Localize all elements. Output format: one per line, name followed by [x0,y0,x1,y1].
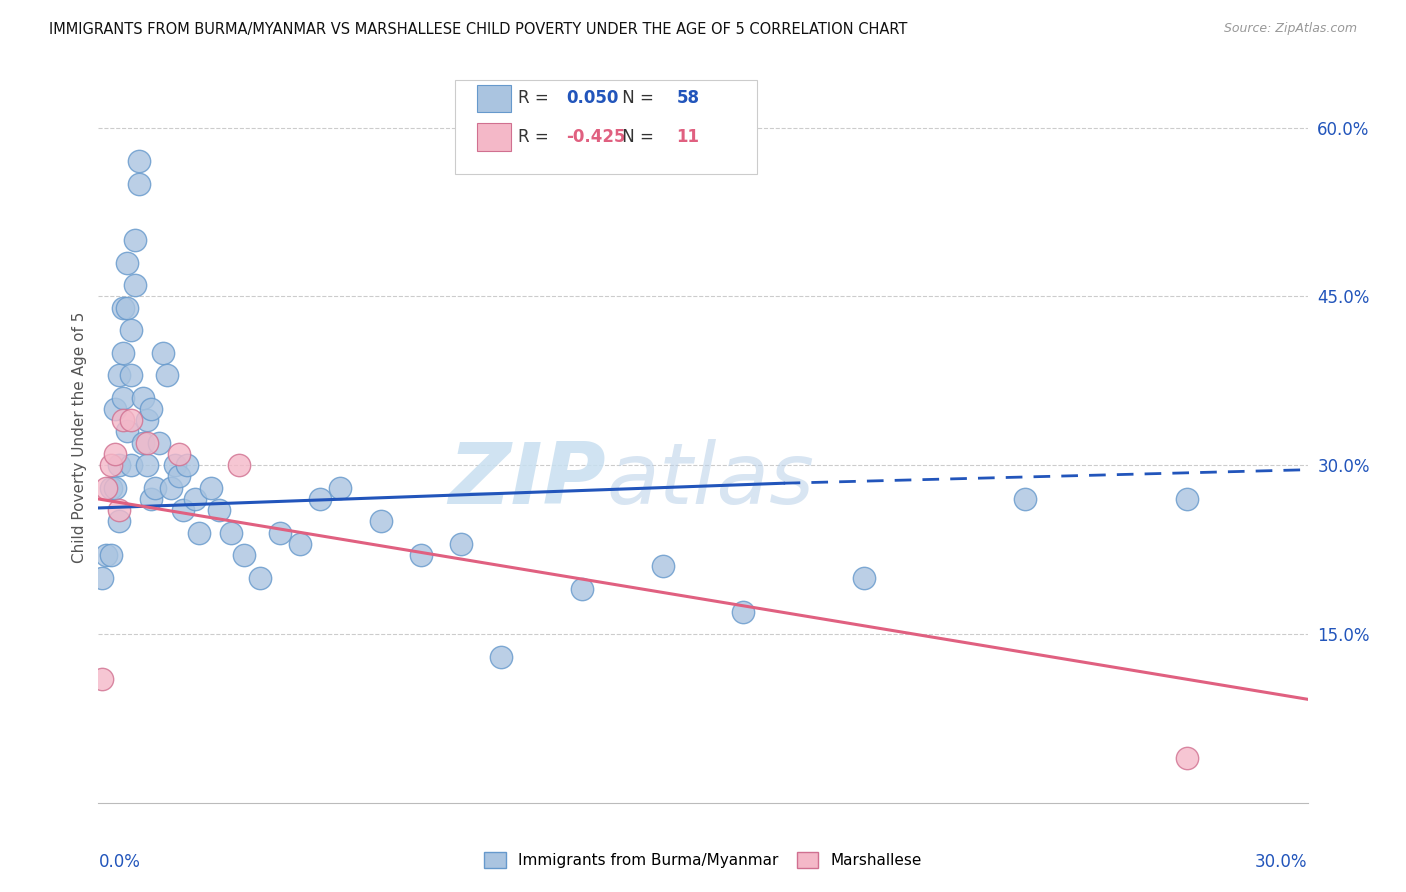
Point [91,571,114,585]
Point [329,481,352,495]
Point [91,672,114,686]
Point [111,345,134,359]
Point [115,301,138,315]
Text: IMMIGRANTS FROM BURMA/MYANMAR VS MARSHALLESE CHILD POVERTY UNDER THE AGE OF 5 CO: IMMIGRANTS FROM BURMA/MYANMAR VS MARSHAL… [49,22,908,37]
Point [132,391,155,405]
Point [139,401,162,416]
Legend: Immigrants from Burma/Myanmar, Marshallese: Immigrants from Burma/Myanmar, Marshalle… [477,845,929,876]
Point [188,525,211,540]
Point [167,469,190,483]
Point [228,458,250,473]
Text: 58: 58 [676,89,699,107]
Point [139,491,162,506]
Point [571,582,593,596]
Text: N =: N = [617,128,659,146]
Point [120,323,142,337]
Point [124,233,146,247]
Point [163,458,186,473]
Point [733,605,755,619]
Point [120,368,142,383]
Point [132,435,155,450]
Point [128,177,150,191]
Text: R =: R = [517,89,554,107]
Point [100,481,122,495]
Point [107,368,129,383]
Text: ZIP: ZIP [449,440,606,523]
Point [221,525,243,540]
Text: -0.425: -0.425 [567,128,626,146]
Point [115,425,138,439]
Point [249,571,271,585]
Point [172,503,194,517]
FancyBboxPatch shape [477,123,510,151]
Point [96,548,118,562]
Point [176,458,198,473]
Point [1175,751,1198,765]
Y-axis label: Child Poverty Under the Age of 5: Child Poverty Under the Age of 5 [72,311,87,563]
Text: atlas: atlas [606,440,814,523]
Point [269,525,291,540]
Point [120,458,142,473]
Text: Source: ZipAtlas.com: Source: ZipAtlas.com [1223,22,1357,36]
Point [111,301,134,315]
Point [124,278,146,293]
Text: R =: R = [517,128,554,146]
Point [208,503,231,517]
Point [160,481,183,495]
FancyBboxPatch shape [477,85,510,112]
Point [107,458,129,473]
Point [491,649,513,664]
Point [103,401,125,416]
Point [103,447,125,461]
Point [853,571,876,585]
Point [450,537,472,551]
Point [120,413,142,427]
Text: N =: N = [617,89,659,107]
Point [200,481,222,495]
Point [309,491,332,506]
Point [135,458,157,473]
Point [100,458,122,473]
Point [370,515,392,529]
Point [100,548,122,562]
Point [1175,491,1198,506]
Point [148,435,170,450]
Point [111,391,134,405]
Point [288,537,311,551]
Point [135,413,157,427]
Point [156,368,179,383]
Point [96,481,118,495]
Point [1014,491,1036,506]
Point [128,154,150,169]
Point [651,559,673,574]
Point [232,548,254,562]
Point [152,345,174,359]
Text: 30.0%: 30.0% [1256,853,1308,871]
Point [115,255,138,269]
Point [107,503,129,517]
Point [143,481,166,495]
Text: 11: 11 [676,128,699,146]
Point [107,515,129,529]
Text: 0.0%: 0.0% [98,853,141,871]
FancyBboxPatch shape [456,80,758,174]
Text: 0.050: 0.050 [567,89,619,107]
Point [184,491,207,506]
Point [111,413,134,427]
Point [103,481,125,495]
Point [135,435,157,450]
Point [167,447,190,461]
Point [409,548,432,562]
